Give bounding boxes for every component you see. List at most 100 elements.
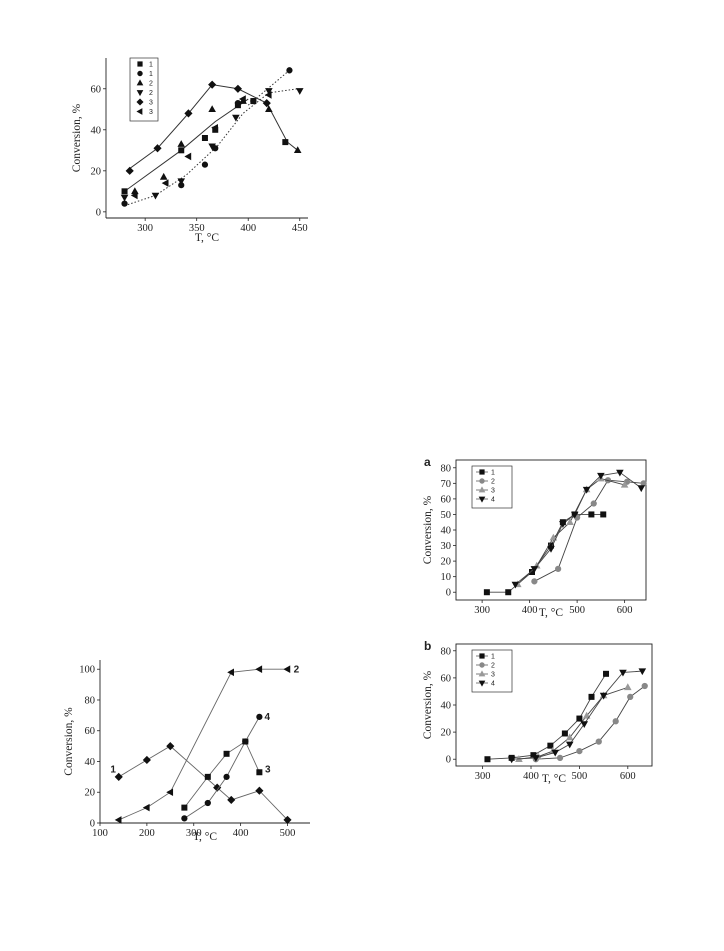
y-tick-label: 20 xyxy=(441,557,452,568)
y-tick-label: 60 xyxy=(441,673,452,684)
data-point xyxy=(624,683,632,691)
x-tick-label: 200 xyxy=(139,828,155,839)
data-point xyxy=(208,105,216,113)
series-4-circle: 4 xyxy=(181,712,271,822)
legend-marker xyxy=(479,662,485,668)
y-tick-label: 10 xyxy=(441,572,452,583)
data-point xyxy=(142,755,151,765)
y-tick-label: 30 xyxy=(441,541,452,552)
data-point xyxy=(570,511,579,519)
y-tick-label: 0 xyxy=(446,755,451,766)
data-point xyxy=(208,143,216,151)
legend-label: 1 xyxy=(491,470,495,477)
data-point xyxy=(283,815,292,825)
y-axis-label: Conversion, % xyxy=(63,707,75,776)
y-tick-label: 80 xyxy=(85,695,96,706)
legend-marker xyxy=(478,496,486,503)
x-axis-label: T, °C xyxy=(542,773,567,785)
series-4-triangle-down xyxy=(511,469,646,589)
data-point xyxy=(286,67,293,74)
legend-marker xyxy=(478,486,486,493)
data-point xyxy=(256,713,263,721)
data-point xyxy=(616,469,624,477)
data-point xyxy=(161,179,169,187)
data-point xyxy=(566,518,574,525)
data-point xyxy=(114,816,122,824)
legend-box xyxy=(129,57,159,122)
x-tick-label: 350 xyxy=(189,223,205,234)
y-tick-label: 60 xyxy=(85,726,96,737)
data-point xyxy=(532,755,540,762)
x-tick-label: 450 xyxy=(292,223,308,234)
trend-line xyxy=(126,84,299,172)
legend-label: 2 xyxy=(149,90,153,97)
y-tick-label: 20 xyxy=(441,728,452,739)
data-point xyxy=(223,773,230,780)
data-point xyxy=(262,99,271,108)
data-point xyxy=(576,747,583,755)
data-point xyxy=(561,730,568,737)
data-point xyxy=(627,693,634,700)
data-point xyxy=(603,670,610,677)
legend-box xyxy=(471,649,513,693)
legend-label: 2 xyxy=(491,663,495,670)
legend-label: 3 xyxy=(491,672,495,679)
data-point xyxy=(227,795,236,805)
data-point xyxy=(547,742,554,749)
x-tick-label: 400 xyxy=(240,223,256,234)
data-point xyxy=(565,741,574,749)
x-tick-label: 400 xyxy=(522,605,538,616)
x-axis-label: T, °C xyxy=(539,607,564,619)
x-tick-label: 500 xyxy=(280,828,296,839)
data-point xyxy=(232,114,240,122)
series-3-square: 3 xyxy=(181,738,271,811)
panel-label: a xyxy=(424,455,431,469)
chart-1: 300 350 400 450 0 20 40 60 T, °C Conversion, % 1 1 2… xyxy=(71,57,308,244)
chart-2: 100 200 300 400 500 0 20 40 60 80 100 T, °C Conversi… xyxy=(63,660,310,843)
y-tick-label: 60 xyxy=(91,84,102,95)
legend-label: 1 xyxy=(491,654,495,661)
data-point xyxy=(265,88,273,95)
data-point xyxy=(184,152,192,161)
y-tick-label: 80 xyxy=(441,463,452,474)
data-point xyxy=(637,485,646,493)
series-3-triangle-left xyxy=(130,91,272,200)
legend: 1 2 3 4 xyxy=(471,649,513,693)
data-point xyxy=(255,665,263,674)
data-point xyxy=(265,105,273,113)
legend-label: 3 xyxy=(149,100,153,107)
data-point xyxy=(181,804,188,811)
legend-marker xyxy=(478,670,486,677)
data-point xyxy=(619,669,627,677)
panel-label: b xyxy=(424,639,431,653)
data-point xyxy=(201,161,209,168)
data-point xyxy=(582,486,591,494)
x-tick-label: 400 xyxy=(523,771,539,782)
data-point xyxy=(597,472,605,480)
data-point xyxy=(295,88,304,95)
x-tick-label: 100 xyxy=(92,828,108,839)
data-point xyxy=(549,533,558,541)
data-point xyxy=(507,756,516,764)
legend-marker xyxy=(479,653,485,659)
series-2-triangle-down xyxy=(120,88,304,202)
x-axis-label: T, °C xyxy=(193,831,218,843)
data-point xyxy=(125,166,134,175)
series-line xyxy=(487,673,607,760)
legend-marker xyxy=(136,90,144,97)
legend-label: 2 xyxy=(149,81,153,88)
x-tick-label: 500 xyxy=(572,771,588,782)
series-line xyxy=(118,668,288,821)
data-point xyxy=(511,581,520,589)
y-axis-label: Conversion, % xyxy=(422,670,434,739)
data-point xyxy=(159,172,168,180)
data-point xyxy=(208,80,217,89)
data-point xyxy=(582,711,591,719)
data-point xyxy=(211,123,218,132)
data-point xyxy=(554,565,562,573)
data-point xyxy=(177,140,186,147)
data-point xyxy=(588,693,595,700)
y-tick-label: 80 xyxy=(441,646,452,657)
x-tick-label: 300 xyxy=(137,223,153,234)
